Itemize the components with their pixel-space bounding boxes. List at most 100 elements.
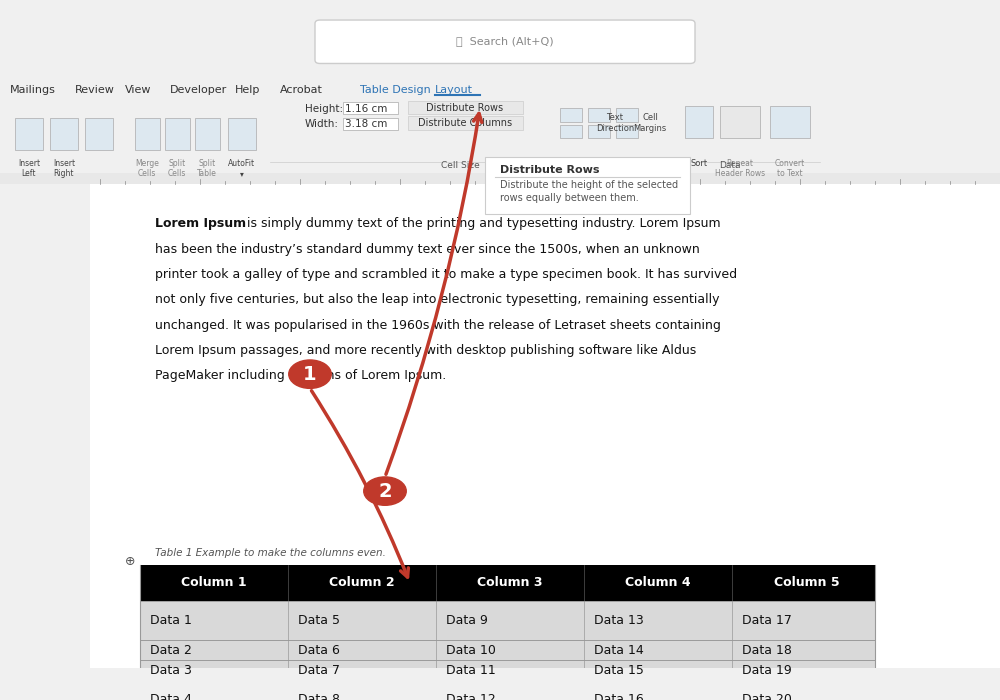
FancyBboxPatch shape (50, 118, 78, 150)
Text: Sort: Sort (690, 159, 708, 168)
Text: 3.18 cm: 3.18 cm (345, 118, 387, 129)
Text: Data 10: Data 10 (446, 643, 496, 657)
Text: Cell
Margins: Cell Margins (633, 113, 667, 132)
Text: ⊕: ⊕ (125, 555, 135, 568)
FancyBboxPatch shape (685, 106, 713, 139)
Text: Distribute Rows: Distribute Rows (500, 165, 600, 176)
FancyBboxPatch shape (0, 0, 1000, 174)
Text: View: View (125, 85, 152, 95)
FancyBboxPatch shape (408, 101, 523, 114)
FancyBboxPatch shape (343, 102, 398, 114)
FancyBboxPatch shape (560, 108, 582, 122)
Text: Lorem Ipsum: Lorem Ipsum (155, 217, 246, 230)
Text: Mailings: Mailings (10, 85, 56, 95)
Circle shape (364, 477, 406, 505)
Text: 2: 2 (378, 482, 392, 500)
Text: Table Design: Table Design (360, 85, 431, 95)
FancyBboxPatch shape (15, 118, 43, 150)
Text: AutoFit
▾: AutoFit ▾ (228, 159, 256, 178)
Text: Height:: Height: (305, 104, 343, 114)
Text: Distribute the height of the selected
rows equally between them.: Distribute the height of the selected ro… (500, 180, 678, 204)
Text: Data 18: Data 18 (742, 643, 792, 657)
Text: 1.16 cm: 1.16 cm (345, 104, 387, 114)
FancyBboxPatch shape (720, 106, 760, 139)
FancyBboxPatch shape (616, 108, 638, 122)
Text: Data 16: Data 16 (594, 693, 644, 700)
Text: Data 9: Data 9 (446, 614, 488, 627)
Text: Data 5: Data 5 (298, 614, 340, 627)
Text: Table 1 Example to make the columns even.: Table 1 Example to make the columns even… (155, 548, 386, 558)
Text: Column 1: Column 1 (181, 577, 247, 589)
Text: Data 3: Data 3 (150, 664, 192, 677)
FancyBboxPatch shape (90, 174, 1000, 668)
Text: Data 1: Data 1 (150, 614, 192, 627)
Text: Data 15: Data 15 (594, 664, 644, 677)
FancyBboxPatch shape (140, 565, 875, 601)
FancyBboxPatch shape (343, 118, 398, 130)
Text: Lorem Ipsum passages, and more recently with desktop publishing software like Al: Lorem Ipsum passages, and more recently … (155, 344, 696, 357)
FancyBboxPatch shape (770, 106, 810, 139)
FancyBboxPatch shape (140, 680, 875, 700)
FancyBboxPatch shape (135, 118, 160, 150)
Text: Acrobat: Acrobat (280, 85, 323, 95)
Text: Data 14: Data 14 (594, 643, 644, 657)
Text: Data 4: Data 4 (150, 693, 192, 700)
Text: has been the industry’s standard dummy text ever since the 1500s, when an unknow: has been the industry’s standard dummy t… (155, 242, 700, 256)
Text: Data 7: Data 7 (298, 664, 340, 677)
Text: Data 19: Data 19 (742, 664, 792, 677)
Text: not only five centuries, but also the leap into electronic typesetting, remainin: not only five centuries, but also the le… (155, 293, 720, 307)
Text: Column 2: Column 2 (329, 577, 395, 589)
FancyBboxPatch shape (140, 601, 875, 640)
Text: Review: Review (75, 85, 115, 95)
Text: Data 6: Data 6 (298, 643, 340, 657)
FancyBboxPatch shape (228, 118, 256, 150)
FancyBboxPatch shape (0, 174, 1000, 183)
Text: Column 5: Column 5 (774, 577, 839, 589)
FancyBboxPatch shape (588, 108, 610, 122)
FancyBboxPatch shape (315, 20, 695, 64)
Text: Data 20: Data 20 (742, 693, 792, 700)
FancyBboxPatch shape (140, 640, 875, 660)
FancyBboxPatch shape (616, 125, 638, 139)
Text: printer took a galley of type and scrambled it to make a type specimen book. It : printer took a galley of type and scramb… (155, 268, 737, 281)
Text: Split
Cells: Split Cells (168, 159, 186, 178)
Text: Data: Data (719, 161, 741, 170)
Text: unchanged. It was popularised in the 1960s with the release of Letraset sheets c: unchanged. It was popularised in the 196… (155, 318, 721, 332)
Text: Data 8: Data 8 (298, 693, 340, 700)
Text: Insert
Left: Insert Left (18, 159, 40, 178)
Text: Data 13: Data 13 (594, 614, 644, 627)
Text: Distribute Rows: Distribute Rows (426, 103, 504, 113)
Text: Cell Size: Cell Size (441, 161, 479, 170)
Text: Data 11: Data 11 (446, 664, 496, 677)
Text: Layout: Layout (435, 85, 473, 95)
FancyBboxPatch shape (140, 660, 875, 680)
Text: Distribute Columns: Distribute Columns (418, 118, 512, 128)
Text: Convert
to Text: Convert to Text (775, 159, 805, 178)
Text: Data 2: Data 2 (150, 643, 192, 657)
Text: Data 12: Data 12 (446, 693, 496, 700)
FancyBboxPatch shape (195, 118, 220, 150)
Text: Text
Direction: Text Direction (596, 113, 634, 132)
Text: Developer: Developer (170, 85, 227, 95)
Text: PageMaker including versions of Lorem Ipsum.: PageMaker including versions of Lorem Ip… (155, 370, 446, 382)
Text: is simply dummy text of the printing and typesetting industry. Lorem Ipsum: is simply dummy text of the printing and… (243, 217, 721, 230)
Circle shape (289, 360, 331, 389)
FancyBboxPatch shape (588, 125, 610, 139)
Text: Alignment: Alignment (582, 161, 628, 170)
FancyArrowPatch shape (386, 113, 482, 475)
Text: Help: Help (235, 85, 260, 95)
FancyBboxPatch shape (85, 118, 113, 150)
FancyBboxPatch shape (408, 116, 523, 130)
Text: Merge
Cells: Merge Cells (135, 159, 159, 178)
FancyArrowPatch shape (312, 391, 408, 577)
Text: Column 4: Column 4 (625, 577, 691, 589)
Text: Column 3: Column 3 (477, 577, 543, 589)
Text: Repeat
Header Rows: Repeat Header Rows (715, 159, 765, 178)
FancyBboxPatch shape (485, 157, 690, 214)
Text: Data 17: Data 17 (742, 614, 792, 627)
Text: Insert
Right: Insert Right (53, 159, 75, 178)
Text: Width:: Width: (305, 118, 339, 129)
Text: 🔍  Search (Alt+Q): 🔍 Search (Alt+Q) (456, 36, 554, 46)
FancyBboxPatch shape (560, 125, 582, 139)
Text: Split
Table: Split Table (197, 159, 217, 178)
